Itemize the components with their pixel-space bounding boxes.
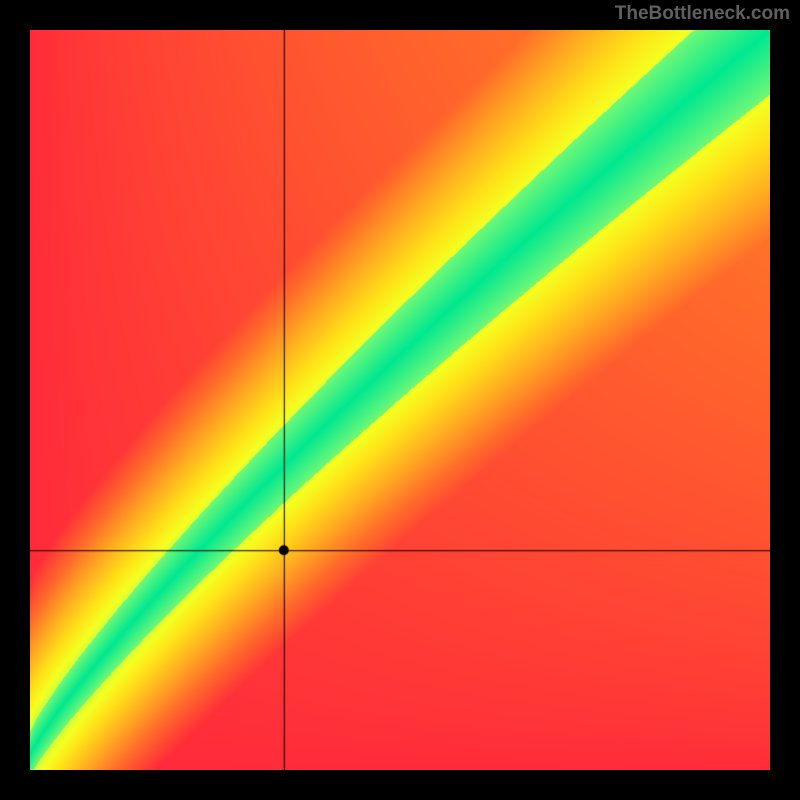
- bottleneck-heatmap: [30, 30, 770, 770]
- chart-container: TheBottleneck.com: [0, 0, 800, 800]
- watermark-text: TheBottleneck.com: [615, 3, 790, 25]
